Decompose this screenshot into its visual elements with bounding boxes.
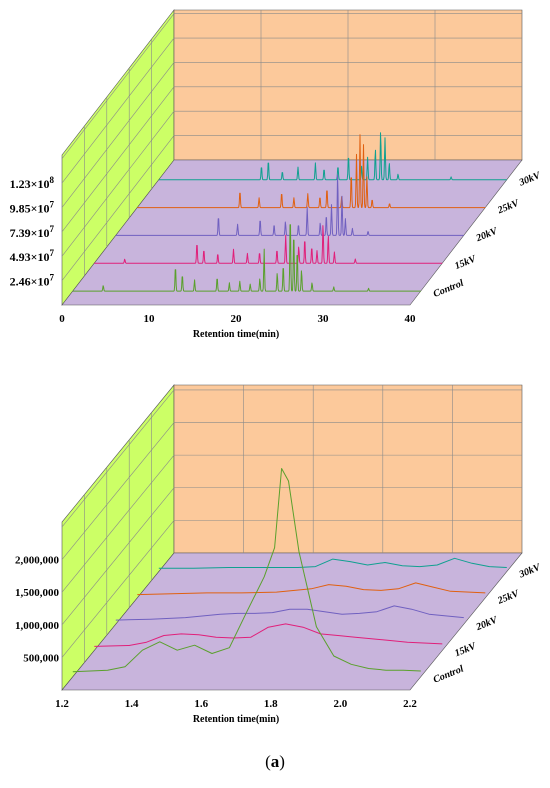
- y-tick-label: 2,000,000: [15, 555, 60, 567]
- y-gridline: [61, 520, 175, 658]
- series-line-30kv: [158, 557, 507, 569]
- y-tick-exponent: 7: [50, 199, 55, 209]
- x-tick-label: 1.8: [264, 698, 278, 710]
- depth-label: 25kV: [495, 588, 521, 607]
- x-tick-label: 30: [318, 313, 330, 325]
- y-tick-label: 500,000: [23, 652, 59, 664]
- depth-label: 15kV: [453, 253, 478, 272]
- floor: [61, 552, 523, 691]
- depth-label: 20kV: [474, 614, 500, 633]
- depth-label: 30kV: [517, 170, 543, 189]
- floor: [61, 159, 523, 306]
- y-tick-mantissa: 7.39×10: [10, 226, 50, 240]
- y-tick-mantissa: 4.93×10: [10, 250, 50, 264]
- y-tick-label: 1.23×108: [10, 175, 55, 191]
- series-line-25kv: [137, 582, 486, 596]
- x-tick-label: 0: [59, 313, 65, 325]
- x-tick-label: 20: [231, 313, 243, 325]
- y-gridline: [61, 62, 175, 208]
- x-tick-label: 2.0: [334, 698, 348, 710]
- series-line-15kv: [94, 623, 443, 647]
- y-gridline: [61, 389, 175, 528]
- y-tick-label: 9.85×107: [10, 199, 55, 215]
- y-tick-mantissa: 2.46×10: [10, 275, 50, 289]
- y-gridline: [61, 422, 175, 560]
- y-tick-label: 4.93×107: [10, 248, 55, 264]
- x-tick-label: 40: [405, 313, 417, 325]
- x-tick-label: 1.2: [55, 698, 69, 710]
- depth-label: 30kV: [517, 562, 543, 581]
- y-gridline: [61, 454, 175, 593]
- y-tick-label: 7.39×107: [10, 224, 55, 240]
- y-tick-label: 2.46×107: [10, 273, 55, 289]
- y-tick-exponent: 7: [50, 224, 55, 234]
- depth-label: Control: [432, 663, 466, 685]
- y-gridline: [61, 86, 175, 233]
- y-gridline: [61, 111, 175, 257]
- y-tick-exponent: 7: [50, 248, 55, 258]
- series-line-15kv: [94, 225, 443, 264]
- y-gridline: [61, 135, 175, 281]
- depth-label: 25kV: [495, 198, 521, 217]
- back-wall: [173, 384, 523, 554]
- y-tick-exponent: 7: [50, 273, 55, 283]
- series-line-20kv: [115, 605, 464, 621]
- series-line-25kv: [137, 134, 486, 209]
- series-line-control: [72, 224, 421, 292]
- depth-label: 20kV: [474, 225, 500, 244]
- y-tick-label: 1,500,000: [15, 587, 60, 599]
- chart-panel-2: 500,000 1,000,000 1,500,000 2,000,000 1.2 1.4…: [15, 384, 543, 725]
- x-tick-label: 1.6: [194, 698, 208, 710]
- y-gridline: [61, 37, 175, 184]
- figure-caption: (a): [265, 752, 285, 771]
- x-tick-label: 1.4: [125, 698, 139, 710]
- y-gridline: [61, 487, 175, 625]
- series-line-30kv: [158, 132, 507, 181]
- x-axis-label: Retention time(min): [193, 329, 279, 340]
- x-tick-label: 2.2: [403, 698, 417, 710]
- depth-label: 15kV: [453, 641, 478, 660]
- y-tick-label: 1,000,000: [15, 620, 60, 632]
- series-line-control: [72, 468, 421, 673]
- y-tick-exponent: 8: [50, 175, 55, 185]
- x-tick-label: 10: [144, 313, 156, 325]
- chart-panel-1: 2.46×1074.93×1077.39×1079.85×1071.23×108…: [10, 9, 543, 340]
- y-gridline: [61, 13, 175, 159]
- depth-label: Control: [432, 278, 466, 300]
- x-axis-label: Retention time(min): [193, 714, 279, 725]
- y-tick-mantissa: 1.23×10: [10, 177, 50, 191]
- y-tick-mantissa: 9.85×10: [10, 201, 50, 215]
